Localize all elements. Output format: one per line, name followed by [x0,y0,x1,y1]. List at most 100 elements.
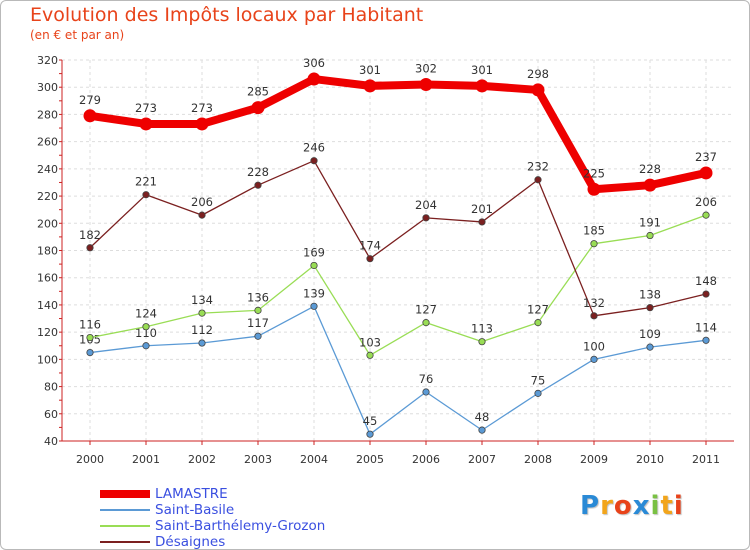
legend-item: Saint-Basile [100,502,400,518]
data-point-saint-barthelemy-grozon [590,240,598,248]
series-line-saint-barthelemy-grozon [89,214,707,356]
legend-swatch [100,541,150,543]
data-point-lamastre [83,109,97,123]
legend-item: Saint-Barthélemy-Grozon [100,518,400,534]
data-point-saint-basile [534,389,542,397]
data-label-lamastre: 285 [247,85,269,99]
logo-letter: P [580,491,601,521]
data-point-desaignes [366,255,374,263]
legend-label: Saint-Barthélemy-Grozon [155,518,326,534]
data-label-saint-basile: 117 [247,316,269,330]
data-label-lamastre: 301 [471,63,493,77]
data-point-desaignes [86,244,94,252]
data-label-saint-barthelemy-grozon: 127 [415,303,437,317]
legend-label: Désaignes [155,534,226,550]
data-point-saint-basile [86,348,94,357]
y-tick-label: 60 [44,408,58,421]
x-tick-label: 2011 [692,453,720,466]
data-point-lamastre [531,83,545,97]
x-tick-label: 2003 [244,453,272,466]
chart-title: Evolution des Impôts locaux par Habitant [30,4,424,26]
y-tick-label: 200 [37,217,58,230]
data-label-saint-barthelemy-grozon: 116 [79,318,101,332]
data-label-lamastre: 306 [303,56,325,70]
data-point-saint-basile [702,336,710,344]
data-point-saint-basile [646,343,654,351]
data-label-saint-basile: 110 [135,326,157,340]
data-label-saint-barthelemy-grozon: 136 [247,290,269,304]
series-line-lamastre [86,75,710,194]
data-label-lamastre: 273 [191,101,213,115]
data-point-saint-basile [478,426,486,434]
data-point-lamastre [251,101,265,115]
y-tick-label: 280 [37,108,58,121]
data-point-desaignes [478,218,486,226]
y-tick-label: 180 [37,245,58,258]
data-label-saint-barthelemy-grozon: 191 [639,216,661,230]
data-point-desaignes [646,304,654,312]
data-label-saint-barthelemy-grozon: 169 [303,245,325,259]
data-label-saint-basile: 139 [303,286,325,300]
data-point-desaignes [198,211,206,219]
logo-letter: x [632,491,651,521]
data-point-desaignes [534,176,542,184]
data-point-desaignes [590,312,598,320]
x-tick-label: 2006 [412,453,440,466]
data-label-saint-barthelemy-grozon: 206 [695,195,717,209]
data-label-saint-basile: 114 [695,320,717,334]
data-point-lamastre [307,72,321,86]
data-point-lamastre [363,79,377,93]
logo-letter: i [650,491,661,521]
data-label-lamastre: 237 [695,150,717,164]
data-point-lamastre [643,178,657,192]
data-label-saint-barthelemy-grozon: 103 [359,335,381,349]
data-point-saint-barthelemy-grozon [478,338,486,346]
logo-letter: t [660,491,674,521]
data-label-desaignes: 228 [247,165,269,179]
data-point-saint-basile [142,342,150,350]
data-point-desaignes [310,157,318,165]
data-point-lamastre [699,166,713,180]
data-label-lamastre: 298 [527,67,549,81]
y-tick-label: 160 [37,272,58,285]
data-point-desaignes [702,290,710,298]
data-point-desaignes [422,214,430,222]
chart-subtitle: (en € et par an) [30,28,125,42]
data-point-saint-basile [198,339,206,347]
data-label-desaignes: 201 [471,202,493,216]
x-tick-label: 2010 [636,453,664,466]
x-tick-label: 2002 [188,453,216,466]
y-tick-label: 80 [44,381,58,394]
y-tick-label: 140 [37,299,58,312]
legend-item: Désaignes [100,534,400,550]
x-tick-label: 2009 [580,453,608,466]
data-label-saint-barthelemy-grozon: 113 [471,322,493,336]
legend-swatch [100,525,150,527]
data-label-lamastre: 279 [79,93,101,107]
series-line-saint-basile [89,305,707,435]
data-point-saint-barthelemy-grozon [702,211,710,219]
data-label-desaignes: 204 [415,198,437,212]
data-label-desaignes: 206 [191,195,213,209]
x-tick-label: 2005 [356,453,384,466]
data-label-saint-barthelemy-grozon: 127 [527,303,549,317]
data-point-desaignes [254,181,262,189]
data-label-desaignes: 221 [135,175,157,189]
data-point-lamastre [587,182,601,196]
data-label-saint-basile: 45 [363,414,378,428]
legend-swatch [100,490,150,498]
data-point-lamastre [419,77,433,91]
data-point-saint-barthelemy-grozon [86,333,94,342]
data-label-lamastre: 301 [359,63,381,77]
y-tick-label: 40 [44,435,58,448]
legend-swatch [100,509,150,511]
data-label-saint-basile: 100 [583,339,605,353]
data-label-desaignes: 246 [303,141,325,155]
x-tick-label: 2004 [300,453,328,466]
data-point-lamastre [195,117,209,131]
logo-letter: i [673,491,684,521]
chart-legend: LAMASTRE Saint-Basile Saint-Barthélemy-Gro… [100,486,400,550]
data-point-saint-barthelemy-grozon [366,351,374,359]
data-label-lamastre: 228 [639,162,661,176]
